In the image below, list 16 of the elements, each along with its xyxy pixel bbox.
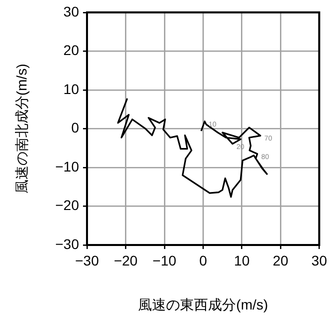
y-tick-label: 10 bbox=[63, 80, 80, 97]
x-axis-title: 風速の東西成分(m/s) bbox=[138, 296, 268, 312]
x-tick-label: −10 bbox=[152, 252, 176, 268]
x-tick-label: −30 bbox=[75, 252, 100, 268]
y-tick-label: −20 bbox=[55, 197, 80, 214]
x-tick-label: 30 bbox=[311, 252, 328, 268]
x-tick-label: 0 bbox=[199, 252, 208, 268]
y-tick-label: 30 bbox=[63, 3, 80, 20]
x-tick-label: −20 bbox=[114, 252, 138, 268]
x-tick-label: 10 bbox=[234, 252, 250, 268]
x-tick-label: 20 bbox=[272, 252, 289, 268]
y-tick-label: 20 bbox=[63, 42, 80, 58]
y-axis-title: 風速の南北成分(m/s) bbox=[13, 64, 30, 194]
y-tick-label: −10 bbox=[55, 158, 80, 174]
y-tick-label: 0 bbox=[71, 120, 80, 136]
y-tick-label: −30 bbox=[55, 236, 80, 252]
